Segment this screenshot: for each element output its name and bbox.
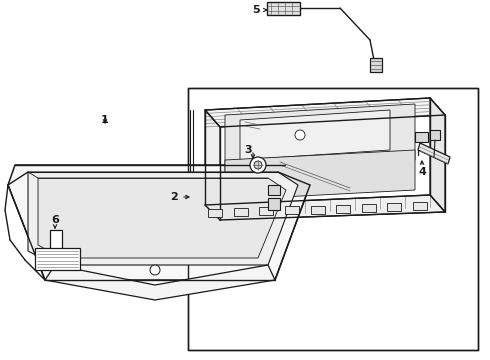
- Polygon shape: [430, 98, 445, 212]
- Text: 3: 3: [244, 145, 252, 155]
- Polygon shape: [8, 165, 310, 280]
- Polygon shape: [285, 206, 299, 214]
- Polygon shape: [268, 185, 280, 195]
- Polygon shape: [268, 198, 280, 210]
- Polygon shape: [336, 204, 350, 213]
- Polygon shape: [208, 209, 222, 217]
- Polygon shape: [240, 110, 390, 160]
- Polygon shape: [259, 207, 273, 215]
- Polygon shape: [418, 143, 450, 164]
- Polygon shape: [430, 130, 440, 140]
- Circle shape: [150, 265, 160, 275]
- Polygon shape: [311, 206, 324, 213]
- Polygon shape: [205, 98, 445, 127]
- Polygon shape: [38, 178, 286, 258]
- Circle shape: [254, 161, 262, 169]
- Polygon shape: [205, 195, 445, 220]
- Circle shape: [295, 130, 305, 140]
- Polygon shape: [225, 150, 415, 200]
- Text: 5: 5: [252, 5, 260, 15]
- Polygon shape: [415, 132, 428, 142]
- Text: 4: 4: [418, 167, 426, 177]
- Polygon shape: [28, 172, 298, 265]
- Polygon shape: [225, 104, 415, 171]
- Polygon shape: [50, 230, 62, 250]
- Text: 1: 1: [101, 115, 109, 125]
- Circle shape: [250, 157, 266, 173]
- Text: 2: 2: [170, 192, 178, 202]
- Polygon shape: [234, 208, 247, 216]
- Polygon shape: [267, 2, 300, 15]
- Polygon shape: [388, 203, 401, 211]
- Polygon shape: [370, 58, 382, 72]
- Polygon shape: [188, 88, 478, 350]
- Polygon shape: [205, 110, 220, 220]
- Text: 6: 6: [51, 215, 59, 225]
- Polygon shape: [362, 204, 376, 212]
- Polygon shape: [45, 265, 275, 300]
- Polygon shape: [413, 202, 427, 210]
- Polygon shape: [35, 248, 80, 270]
